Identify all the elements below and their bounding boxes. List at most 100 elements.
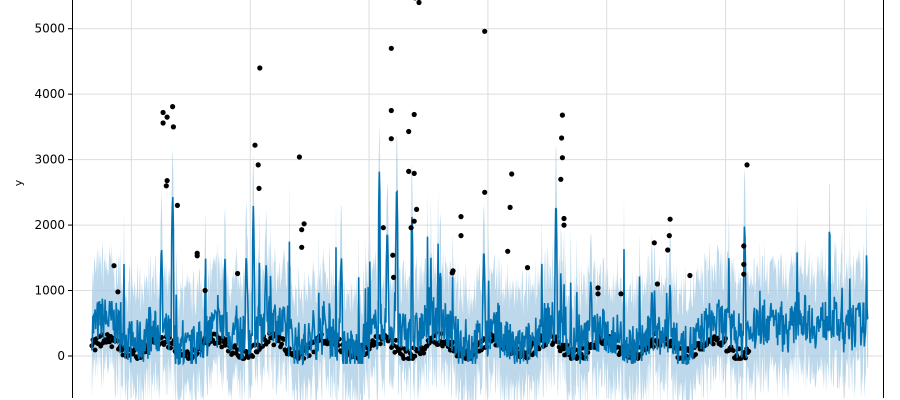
data-point	[507, 204, 513, 210]
observed-point	[730, 348, 736, 353]
observed-point	[222, 343, 228, 348]
data-point	[388, 45, 394, 51]
forecast-line	[91, 171, 869, 367]
data-point	[380, 225, 386, 231]
data-point	[256, 185, 262, 191]
data-point	[665, 247, 671, 253]
observed-point	[250, 354, 256, 359]
observed-point	[378, 341, 383, 347]
data-point	[741, 271, 747, 277]
data-point	[252, 142, 258, 148]
data-point	[687, 272, 693, 279]
data-point	[411, 170, 417, 176]
outlier-points	[111, 0, 750, 297]
data-point	[299, 244, 305, 250]
data-point	[388, 107, 394, 114]
data-point	[505, 248, 511, 254]
data-point	[458, 214, 464, 220]
observed-point	[696, 341, 702, 346]
data-point	[202, 287, 208, 294]
data-point	[391, 274, 397, 280]
data-point	[651, 240, 657, 246]
data-point	[115, 289, 121, 295]
observed-point	[324, 341, 330, 347]
data-point	[163, 183, 169, 189]
data-point	[741, 243, 747, 249]
observed-point	[92, 347, 98, 353]
data-point	[170, 104, 176, 110]
observed-point	[265, 339, 271, 345]
data-point	[164, 114, 170, 120]
data-point	[194, 250, 200, 256]
data-point	[482, 28, 488, 34]
observed-point	[710, 341, 716, 347]
data-point	[413, 0, 417, 1]
observed-point	[693, 352, 698, 357]
data-point	[744, 162, 750, 168]
data-point	[174, 202, 180, 208]
data-point	[667, 216, 673, 222]
axes	[72, 0, 884, 398]
data-point	[406, 128, 412, 135]
observed-point	[401, 356, 407, 361]
y-axis-ticks: 0 1000 2000 3000 4000 5000	[34, 22, 72, 363]
data-point	[558, 176, 564, 182]
y-tick-label: 5000	[34, 22, 65, 36]
data-point	[559, 135, 565, 141]
y-axis-label: y	[12, 179, 25, 186]
data-point	[561, 222, 567, 228]
data-point	[509, 171, 515, 177]
y-tick-label: 3000	[34, 153, 65, 167]
data-point	[257, 65, 263, 71]
forecast-series-line	[91, 171, 869, 367]
data-point	[524, 265, 531, 271]
data-point	[654, 281, 661, 287]
data-point	[164, 178, 170, 184]
data-point	[235, 270, 241, 277]
data-point	[411, 218, 417, 224]
data-point	[561, 215, 567, 222]
y-tick-label: 1000	[34, 284, 65, 298]
data-point	[559, 112, 566, 118]
data-point	[301, 221, 307, 227]
data-point	[559, 155, 566, 161]
data-point	[390, 252, 396, 258]
data-point	[414, 206, 420, 212]
y-tick-label: 0	[57, 349, 65, 363]
observed-point	[561, 346, 566, 352]
data-point	[160, 109, 166, 116]
y-tick-label: 2000	[34, 218, 65, 232]
observed-point	[217, 340, 222, 346]
data-point	[416, 0, 422, 6]
observed-point	[746, 348, 752, 354]
data-point	[388, 136, 394, 142]
data-point	[408, 225, 414, 231]
observed-point	[393, 337, 399, 343]
data-point	[618, 291, 624, 297]
observed-point	[281, 337, 287, 342]
observed-point	[412, 353, 418, 359]
data-point	[296, 154, 302, 160]
data-point	[482, 189, 488, 195]
y-tick-label: 4000	[34, 87, 65, 101]
data-point	[160, 120, 166, 126]
data-point	[666, 233, 672, 239]
observed-point	[232, 343, 238, 348]
data-point	[458, 233, 464, 239]
data-point	[111, 263, 117, 269]
observed-point	[421, 350, 427, 356]
data-point	[595, 285, 601, 291]
observed-point	[279, 341, 284, 347]
data-point	[170, 124, 176, 130]
data-point	[411, 111, 417, 118]
observed-point	[271, 342, 277, 348]
data-point	[299, 227, 305, 233]
data-point	[449, 270, 455, 276]
data-point	[255, 162, 261, 168]
data-point	[741, 261, 747, 267]
data-point	[595, 291, 601, 297]
data-point	[406, 168, 412, 174]
observed-point	[440, 343, 445, 349]
observed-point	[109, 344, 115, 350]
